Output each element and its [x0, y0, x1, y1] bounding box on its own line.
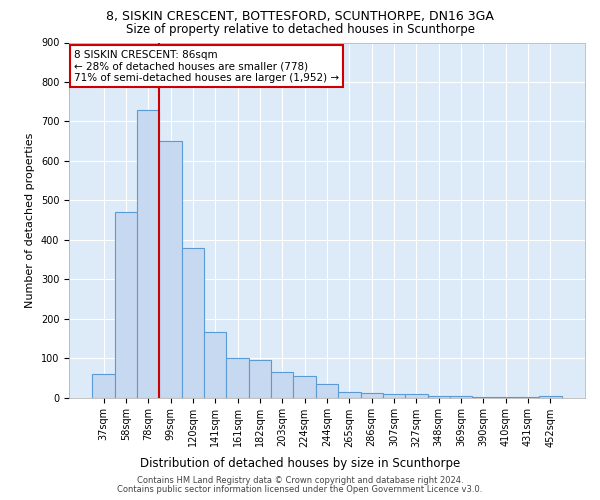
Text: 8 SISKIN CRESCENT: 86sqm
← 28% of detached houses are smaller (778)
71% of semi-: 8 SISKIN CRESCENT: 86sqm ← 28% of detach…: [74, 50, 339, 83]
Bar: [226, 358, 249, 398]
Bar: [383, 394, 405, 398]
Y-axis label: Number of detached properties: Number of detached properties: [25, 132, 35, 308]
Bar: [271, 372, 293, 398]
Bar: [204, 332, 226, 398]
Bar: [160, 141, 182, 398]
Bar: [137, 110, 160, 398]
Bar: [249, 360, 271, 398]
Bar: [92, 374, 115, 398]
Text: 8, SISKIN CRESCENT, BOTTESFORD, SCUNTHORPE, DN16 3GA: 8, SISKIN CRESCENT, BOTTESFORD, SCUNTHOR…: [106, 10, 494, 23]
Text: Contains HM Land Registry data © Crown copyright and database right 2024.: Contains HM Land Registry data © Crown c…: [137, 476, 463, 485]
Bar: [115, 212, 137, 398]
Bar: [316, 384, 338, 398]
Bar: [472, 396, 494, 398]
Text: Contains public sector information licensed under the Open Government Licence v3: Contains public sector information licen…: [118, 485, 482, 494]
Bar: [405, 394, 428, 398]
Bar: [338, 392, 361, 398]
Text: Size of property relative to detached houses in Scunthorpe: Size of property relative to detached ho…: [125, 22, 475, 36]
Bar: [450, 396, 472, 398]
Bar: [182, 248, 204, 398]
Bar: [517, 396, 539, 398]
Text: Distribution of detached houses by size in Scunthorpe: Distribution of detached houses by size …: [140, 458, 460, 470]
Bar: [539, 396, 562, 398]
Bar: [494, 396, 517, 398]
Bar: [428, 396, 450, 398]
Bar: [293, 376, 316, 398]
Bar: [361, 393, 383, 398]
